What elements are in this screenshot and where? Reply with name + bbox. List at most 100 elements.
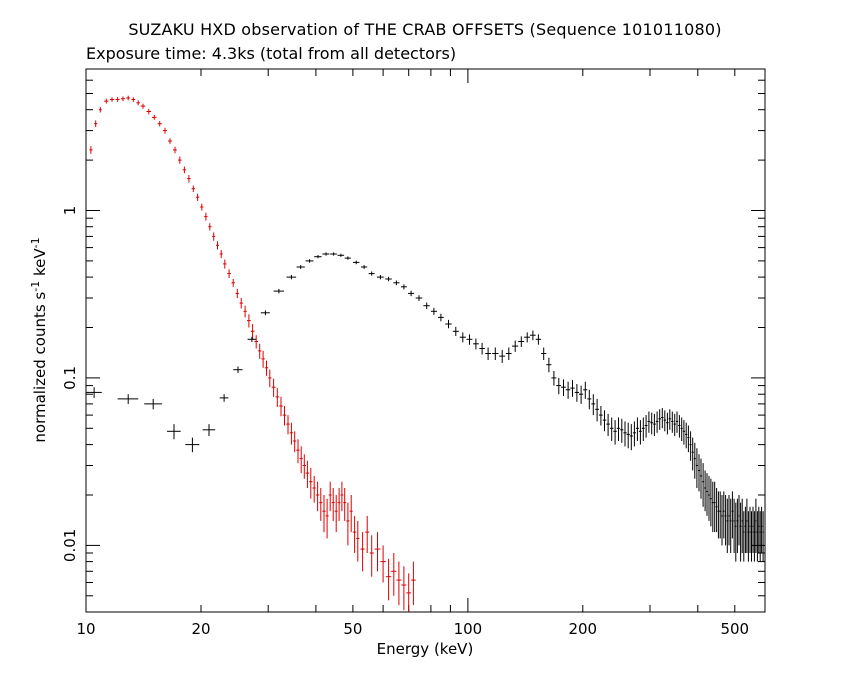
- data-point: [337, 488, 341, 521]
- data-point: [396, 561, 402, 606]
- data-point: [271, 378, 276, 397]
- data-point: [344, 256, 351, 260]
- data-point: [168, 138, 172, 144]
- data-point: [762, 511, 764, 562]
- red-series: [89, 95, 416, 612]
- data-point: [635, 417, 639, 441]
- data-point: [365, 515, 370, 553]
- data-point: [755, 498, 757, 553]
- x-tick-label: 500: [720, 620, 749, 638]
- data-point: [713, 481, 716, 533]
- data-point: [689, 431, 692, 461]
- data-point: [296, 439, 300, 464]
- data-point: [98, 107, 102, 113]
- data-point: [629, 424, 633, 451]
- data-point: [729, 498, 732, 553]
- y-tick-labels: 0.01 0.1 1: [61, 206, 79, 562]
- data-point: [678, 415, 681, 438]
- black-series: [86, 252, 764, 562]
- data-point: [231, 279, 235, 287]
- data-point: [647, 411, 651, 433]
- data-point: [219, 250, 223, 259]
- data-point: [609, 417, 614, 441]
- x-tick-label: 50: [343, 620, 362, 638]
- data-point: [360, 532, 365, 572]
- data-point: [695, 448, 698, 488]
- data-point: [709, 478, 712, 527]
- data-point: [243, 305, 247, 318]
- data-point: [438, 313, 444, 322]
- data-point: [693, 442, 696, 479]
- data-point: [314, 255, 322, 259]
- data-point: [343, 488, 347, 521]
- data-point: [368, 271, 375, 276]
- data-point: [752, 506, 754, 553]
- data-point: [315, 481, 320, 512]
- data-point: [136, 100, 140, 106]
- data-point: [400, 284, 407, 290]
- data-point: [722, 491, 725, 539]
- data-point: [185, 437, 200, 453]
- data-point: [661, 408, 664, 429]
- data-point: [131, 97, 136, 102]
- data-point: [700, 458, 703, 499]
- data-point: [728, 495, 730, 546]
- data-point: [299, 446, 303, 474]
- data-point: [86, 387, 102, 398]
- data-point: [411, 561, 416, 606]
- data-point: [349, 495, 353, 533]
- data-point: [518, 336, 525, 347]
- data-point: [268, 369, 272, 388]
- data-point: [361, 265, 368, 269]
- data-point: [286, 415, 290, 435]
- chart-title: SUZAKU HXD observation of THE CRAB OFFSE…: [128, 20, 722, 39]
- data-point: [309, 467, 313, 499]
- data-point: [204, 212, 208, 221]
- data-point: [115, 97, 120, 102]
- data-point: [140, 103, 146, 109]
- data-point: [759, 511, 761, 562]
- data-point: [152, 115, 157, 120]
- data-point: [227, 269, 231, 278]
- data-point: [200, 203, 204, 211]
- data-point: [606, 413, 610, 436]
- data-point: [744, 506, 747, 553]
- data-point: [741, 498, 743, 553]
- data-point: [328, 481, 332, 512]
- data-point: [706, 473, 708, 516]
- data-point: [216, 241, 219, 250]
- plot-frame: [85, 68, 766, 613]
- x-tick-labels: 10 20 50 100 200 500: [76, 620, 749, 638]
- data-point: [546, 357, 552, 373]
- y-tick-label: 1: [61, 206, 79, 216]
- data-point: [415, 295, 423, 301]
- data-point: [485, 347, 491, 360]
- axis-ticks: [85, 68, 766, 613]
- data-point: [671, 411, 674, 433]
- data-point: [704, 470, 706, 512]
- data-point: [219, 394, 229, 402]
- data-point: [682, 420, 686, 445]
- data-point: [466, 334, 473, 345]
- data-point: [374, 532, 381, 572]
- data-point: [733, 498, 735, 553]
- data-point: [202, 424, 216, 436]
- data-point: [499, 349, 506, 363]
- data-point: [257, 343, 262, 359]
- data-point: [312, 475, 316, 503]
- data-point: [293, 431, 297, 453]
- data-point: [117, 394, 139, 404]
- data-point: [691, 437, 694, 471]
- data-point: [738, 495, 740, 546]
- data-point: [408, 290, 415, 297]
- data-point: [126, 95, 131, 101]
- data-point: [492, 347, 499, 360]
- data-point: [760, 506, 763, 553]
- data-point: [591, 394, 596, 416]
- data-point: [279, 396, 283, 417]
- data-point: [479, 342, 485, 355]
- data-point: [736, 498, 739, 553]
- data-point: [663, 410, 667, 432]
- data-point: [452, 326, 459, 336]
